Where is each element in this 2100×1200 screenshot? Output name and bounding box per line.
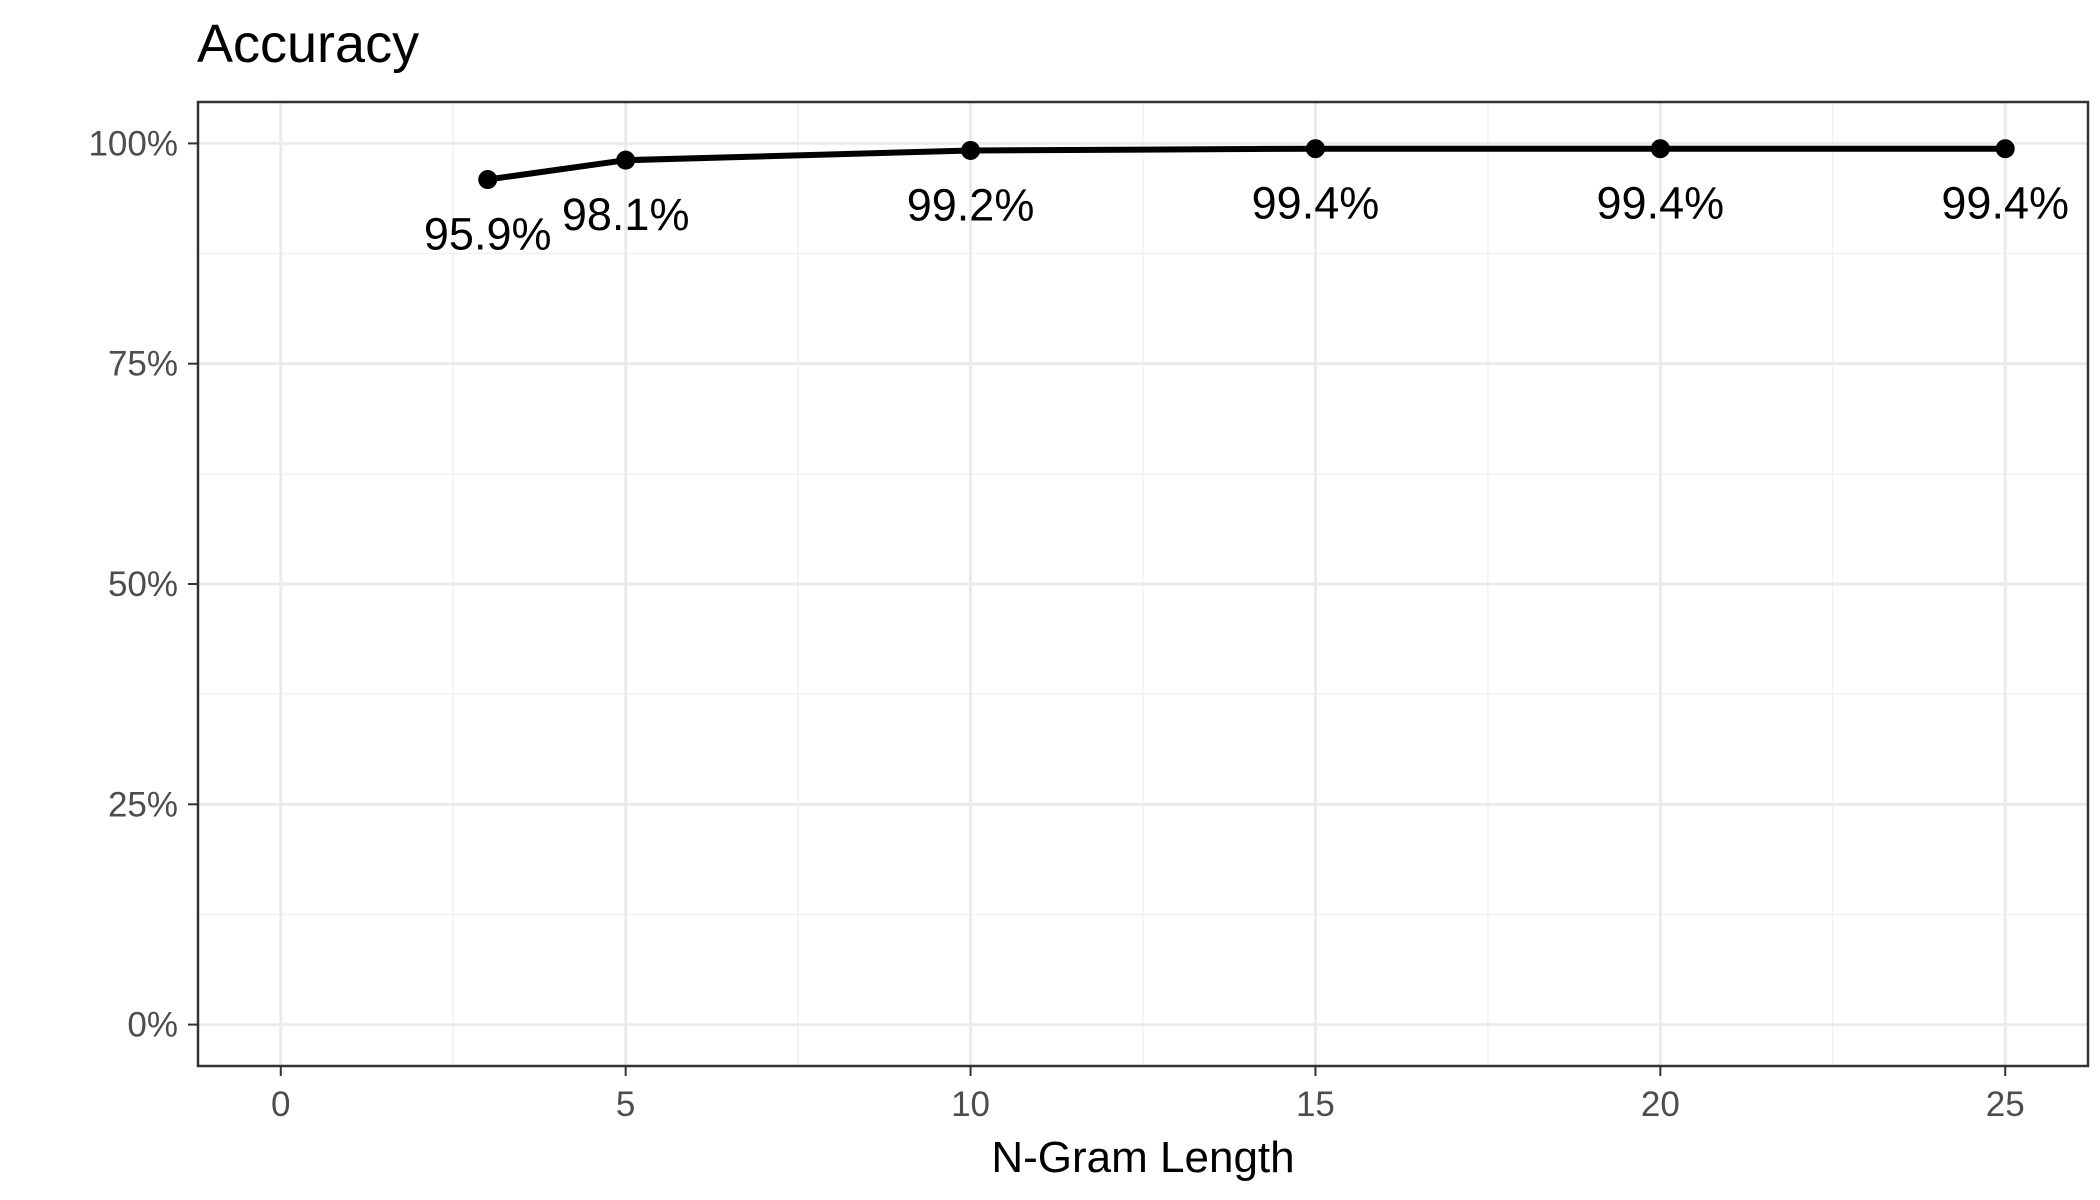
data-label: 99.2% xyxy=(907,179,1035,230)
data-label: 95.9% xyxy=(424,209,552,260)
x-tick-label: 10 xyxy=(951,1085,990,1124)
x-tick-label: 5 xyxy=(616,1085,635,1124)
y-tick-label: 75% xyxy=(108,345,178,384)
data-point xyxy=(1305,139,1325,159)
data-point xyxy=(961,140,981,160)
x-tick-label: 25 xyxy=(1986,1085,2025,1124)
data-point xyxy=(1650,139,1670,159)
data-labels: 95.9% 98.1% 99.2% 99.4% 99.4% 99.4% xyxy=(424,178,2069,260)
y-axis: 0% 25% 50% 75% 100% xyxy=(88,124,198,1045)
x-axis: 0 5 10 15 20 25 xyxy=(271,1066,2025,1124)
y-tick-label: 50% xyxy=(108,565,178,604)
x-tick-label: 15 xyxy=(1296,1085,1335,1124)
data-label: 99.4% xyxy=(1941,178,2069,229)
y-tick-label: 100% xyxy=(88,124,178,163)
data-point xyxy=(616,150,636,170)
x-axis-title: N-Gram Length xyxy=(991,1133,1294,1182)
series-line-layer xyxy=(484,145,2009,183)
x-tick-label: 20 xyxy=(1641,1085,1680,1124)
data-points xyxy=(478,139,2015,190)
x-tick-label: 0 xyxy=(271,1085,290,1124)
chart-title: Accuracy xyxy=(197,14,419,74)
grid xyxy=(198,102,2088,1066)
data-label: 99.4% xyxy=(1252,178,1380,229)
y-tick-label: 0% xyxy=(127,1006,178,1045)
data-point xyxy=(1995,139,2015,159)
data-label: 99.4% xyxy=(1597,178,1725,229)
y-tick-label: 25% xyxy=(108,785,178,824)
data-point xyxy=(478,170,498,190)
data-label: 98.1% xyxy=(562,189,690,240)
series-line xyxy=(484,145,2009,183)
